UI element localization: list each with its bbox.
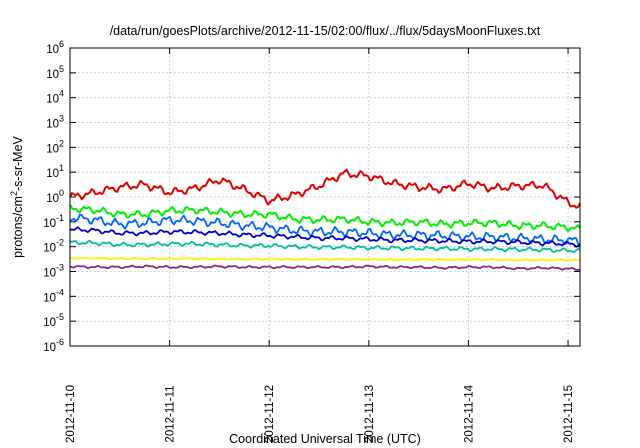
x-tick-label: 2012-11-10 [65, 385, 77, 443]
y-axis-label-rest: -s-sr-MeV [11, 135, 25, 191]
y-axis-label-base: protons/cm [11, 196, 25, 258]
x-tick-label: 2012-11-14 [463, 384, 475, 443]
y-tick-label: 10-2 [43, 238, 64, 255]
y-tick-label: 103 [46, 114, 64, 131]
series-line [69, 213, 581, 246]
grid [70, 48, 580, 346]
y-axis-label: protons/cm2-s-sr-MeV [9, 135, 25, 257]
x-tick-label: 2012-11-11 [165, 385, 177, 442]
series-line [69, 239, 581, 254]
x-axis-label: Coordinated Universal Time (UTC) [229, 432, 421, 446]
y-tick-label: 10-6 [43, 337, 64, 354]
series-line [69, 168, 581, 209]
y-tick-label: 10-1 [43, 213, 64, 230]
x-tick-labels: 2012-11-10 2012-11-11 2012-11-12 2012-11-13… [65, 384, 575, 443]
x-tick-label: 2012-11-15 [563, 385, 575, 443]
y-tick-label: 102 [46, 138, 64, 155]
ticks [69, 47, 580, 347]
y-tick-label: 10-5 [43, 312, 64, 329]
y-tick-labels: 10-6 10-5 10-4 10-3 10-2 10-1 100 101 102 103 104 1… [43, 39, 64, 354]
series-line [69, 264, 581, 271]
y-tick-label: 104 [46, 89, 64, 106]
series-line [69, 204, 581, 233]
y-tick-label: 106 [46, 39, 64, 56]
y-tick-label: 10-3 [43, 263, 64, 280]
series-group [69, 168, 581, 271]
y-tick-label: 105 [46, 64, 64, 81]
series-line [69, 226, 581, 248]
y-tick-label: 100 [46, 188, 64, 205]
series-line [69, 256, 581, 262]
y-tick-label: 10-4 [43, 287, 64, 304]
y-axis-label-sup: 2 [9, 191, 19, 196]
x-tick-label: 2012-11-13 [364, 385, 376, 443]
x-tick-label: 2012-11-12 [264, 385, 276, 443]
y-tick-label: 101 [46, 163, 64, 180]
chart-title: /data/run/goesPlots/archive/2012-11-15/0… [110, 24, 541, 38]
